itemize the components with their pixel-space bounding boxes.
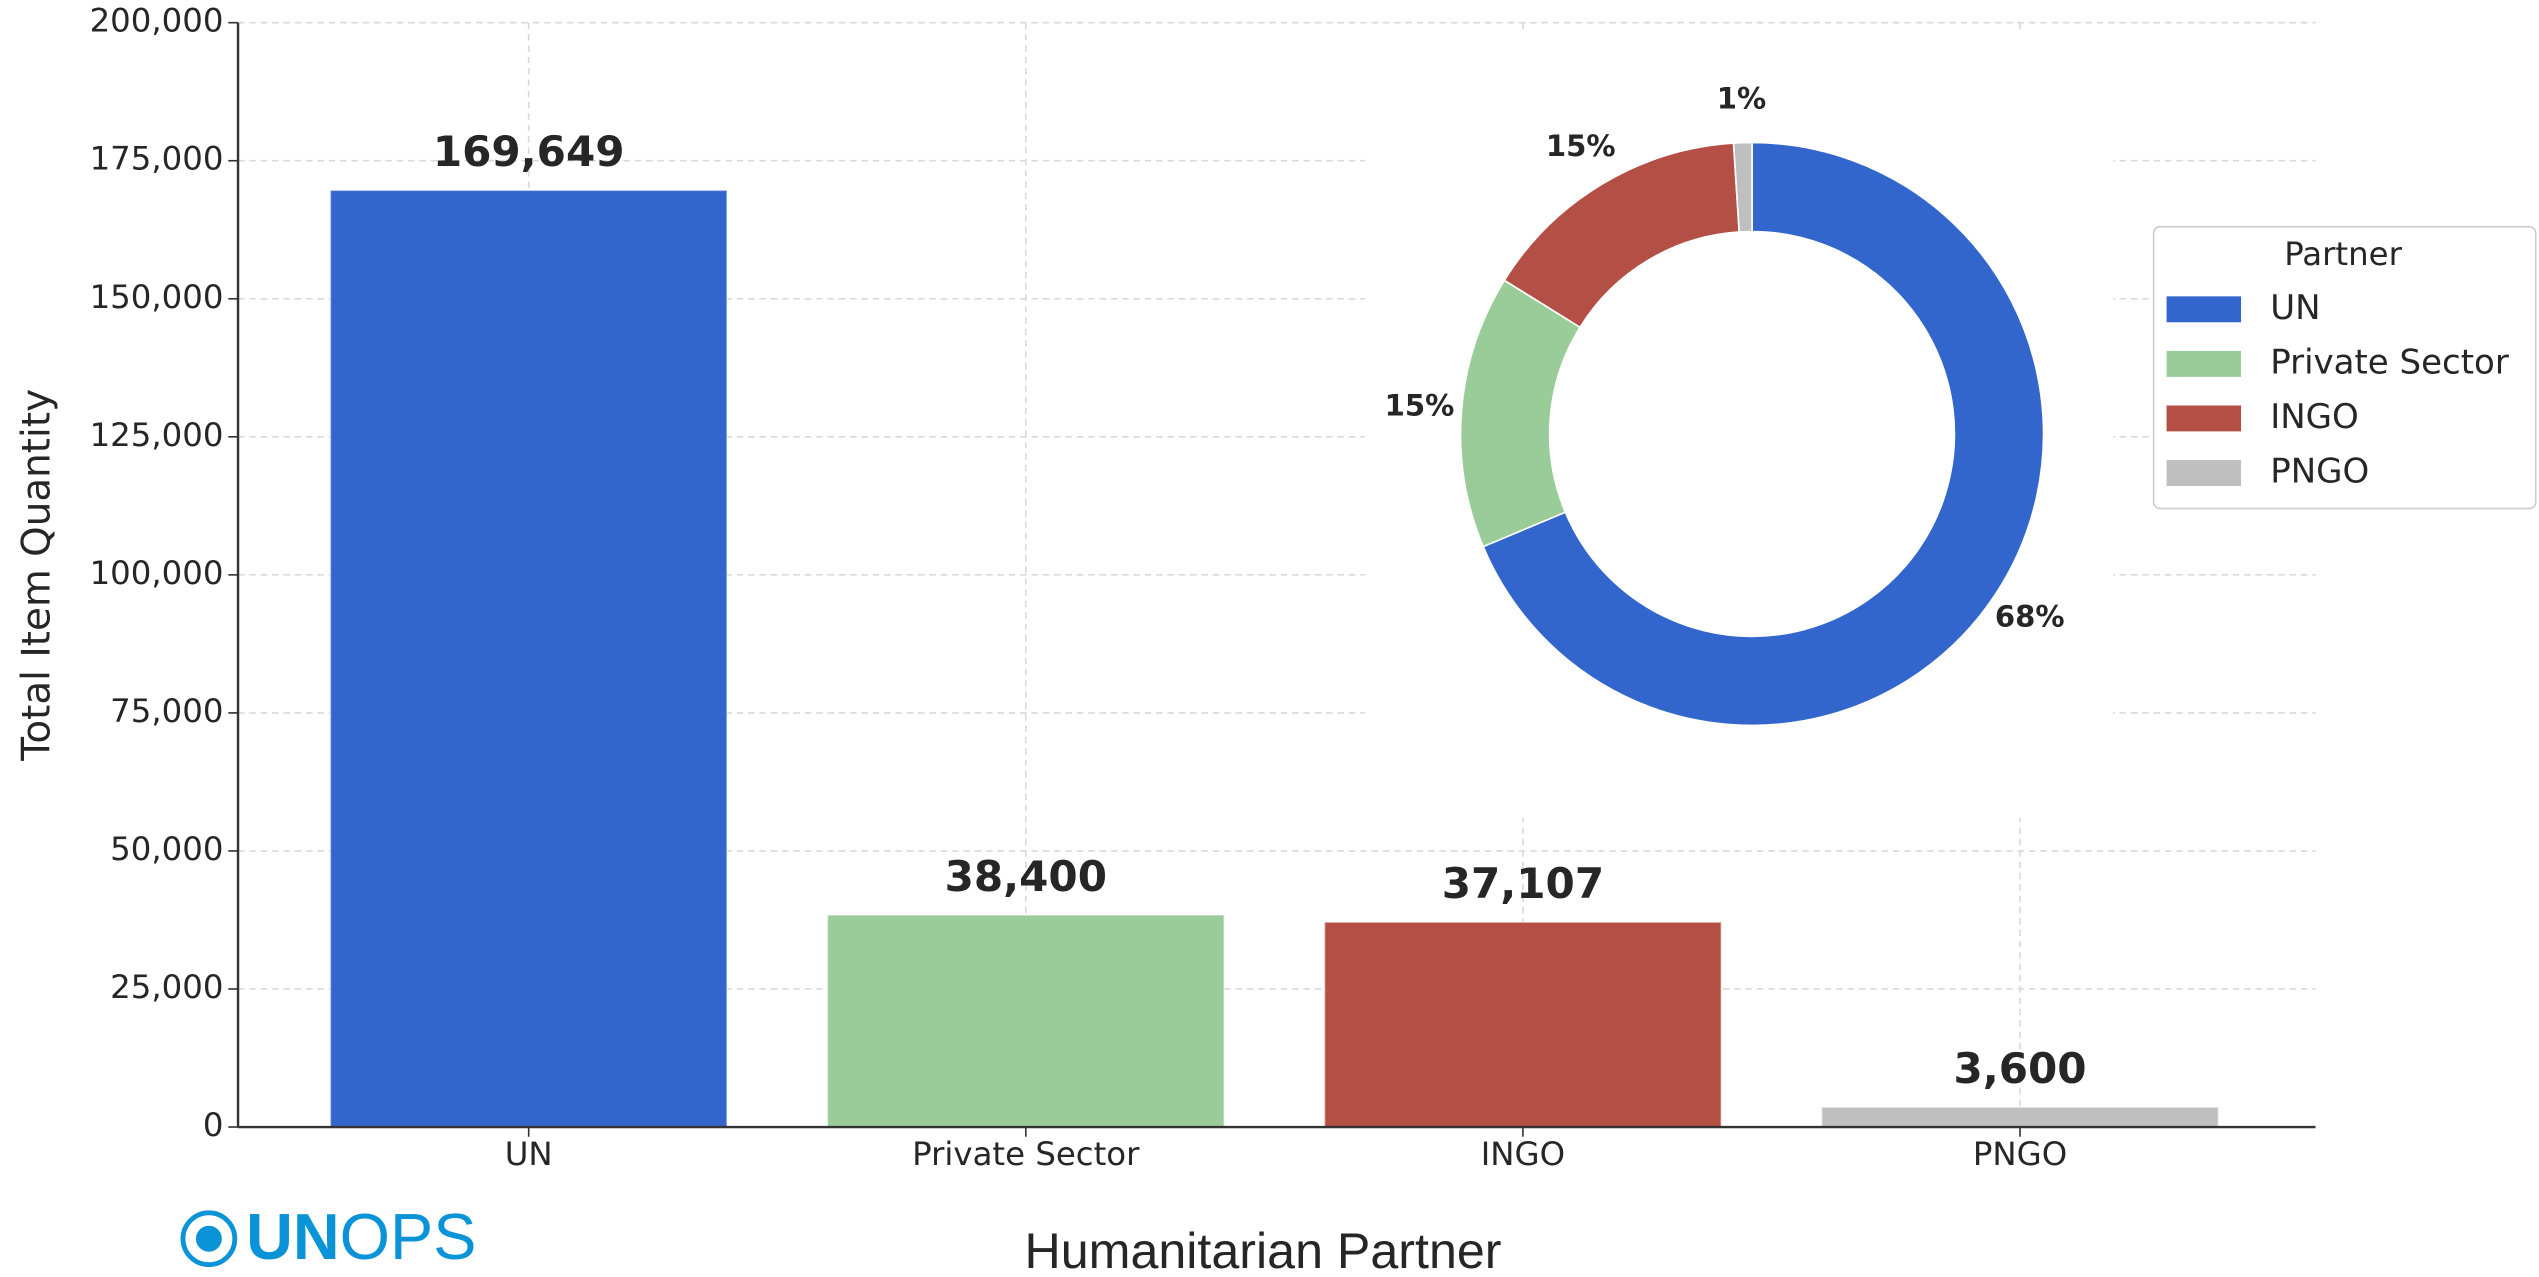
legend-label: UN xyxy=(2270,288,2320,328)
data-label: 38,400 xyxy=(945,852,1107,901)
logo: UNOPS xyxy=(180,1200,476,1273)
data-label: 37,107 xyxy=(1442,859,1604,908)
legend-title: Partner xyxy=(2284,235,2402,273)
legend-swatch xyxy=(2166,296,2242,323)
legend-swatch xyxy=(2166,405,2242,432)
logo-emblem xyxy=(180,1210,238,1268)
data-label: 3,600 xyxy=(1953,1044,2086,1093)
pie-slice xyxy=(1482,141,2045,727)
bar xyxy=(826,914,1225,1128)
x-tick-label: UN xyxy=(505,1135,553,1173)
y-tick-label: 50,000 xyxy=(110,830,223,868)
pie-label: 68% xyxy=(1995,600,2065,634)
legend-label: Private Sector xyxy=(2270,342,2509,382)
bar xyxy=(1323,921,1723,1128)
x-axis-label: Humanitarian Partner xyxy=(1025,1223,1502,1277)
legend-label: INGO xyxy=(2270,397,2359,437)
y-tick-label: 200,000 xyxy=(90,2,224,40)
pie-label: 15% xyxy=(1546,129,1616,163)
y-tick-label: 25,000 xyxy=(110,968,223,1006)
y-tick-label: 125,000 xyxy=(90,416,224,454)
logo-text-un: UN xyxy=(246,1200,340,1273)
pie-label: 15% xyxy=(1385,389,1455,423)
legend-label: PNGO xyxy=(2270,452,2369,492)
pie-label: 1% xyxy=(1717,82,1766,116)
pie-slice xyxy=(1732,141,1753,233)
y-axis-label: Total Item Quantity xyxy=(14,389,59,762)
y-tick-label: 0 xyxy=(203,1106,224,1144)
logo-emblem-inner xyxy=(195,1225,222,1252)
y-tick-label: 75,000 xyxy=(110,692,223,730)
bar xyxy=(329,189,728,1128)
legend-swatch xyxy=(2166,460,2242,486)
bar xyxy=(1820,1106,2220,1128)
legend-swatch xyxy=(2166,350,2242,377)
logo-text: UNOPS xyxy=(246,1200,476,1273)
y-tick-label: 150,000 xyxy=(90,278,224,316)
x-tick-label: INGO xyxy=(1481,1135,1565,1173)
x-tick-label: PNGO xyxy=(1973,1135,2067,1173)
data-label: 169,649 xyxy=(433,127,625,176)
logo-text-ops: OPS xyxy=(340,1200,477,1273)
x-tick-label: Private Sector xyxy=(912,1135,1140,1173)
y-tick-label: 100,000 xyxy=(90,554,224,592)
legend-box xyxy=(2152,225,2537,510)
y-tick-label: 175,000 xyxy=(90,140,224,178)
